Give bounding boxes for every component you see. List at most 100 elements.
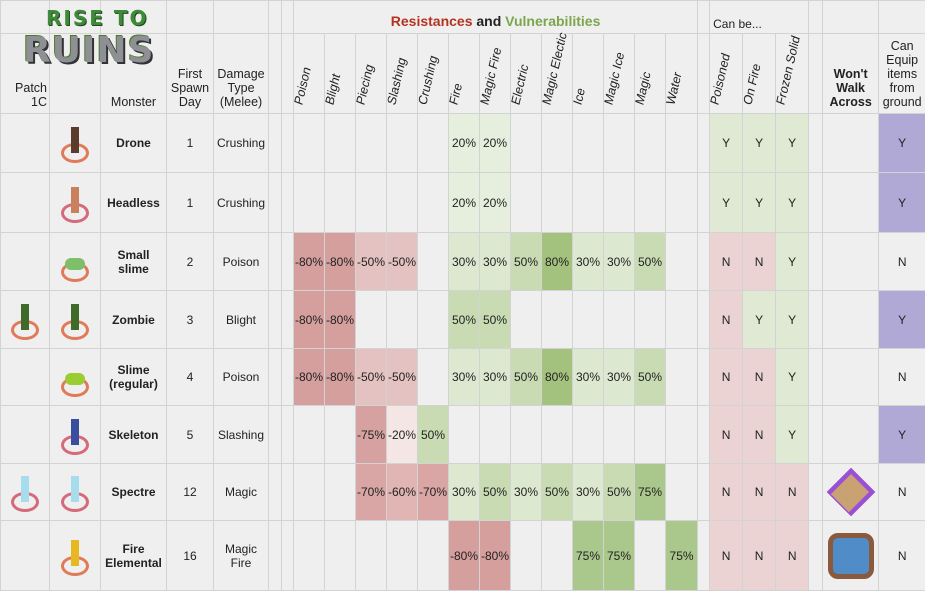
can-be-value: Y xyxy=(743,114,776,173)
wont-walk-cell xyxy=(823,233,879,291)
resistance-value: 30% xyxy=(573,464,604,521)
resistances-word: Resistances xyxy=(391,13,473,29)
resistance-value: 75% xyxy=(573,521,604,591)
can-be-value: N xyxy=(743,521,776,591)
column-label: Poison xyxy=(292,65,314,107)
spacer-cell xyxy=(282,233,294,291)
resistance-value xyxy=(604,114,635,173)
column-label: Frozen Solid xyxy=(774,34,803,107)
resistance-value xyxy=(573,173,604,233)
headless-sprite-icon xyxy=(58,181,92,225)
resistance-value: 20% xyxy=(449,114,480,173)
small-slime-sprite-icon xyxy=(58,240,92,284)
spacer-cell xyxy=(269,406,282,464)
column-label: Magic Fire xyxy=(478,45,504,107)
wont-walk-cell xyxy=(823,406,879,464)
resistance-value: -80% xyxy=(480,521,511,591)
wont-walk-header: Won't Walk Across xyxy=(823,34,879,114)
resistance-value xyxy=(356,173,387,233)
spacer-cell xyxy=(269,34,282,114)
spacer-cell xyxy=(698,464,710,521)
resistance-value xyxy=(573,291,604,349)
damage-column-header: Magic Fire xyxy=(480,34,511,114)
header-cell xyxy=(167,1,214,34)
resistance-value xyxy=(387,521,418,591)
skeleton-sprite-icon xyxy=(58,413,92,457)
resistance-value xyxy=(418,291,449,349)
can-be-value: Y xyxy=(776,406,809,464)
column-label: Ice xyxy=(571,86,588,107)
can-equip-header: Can Equip items from ground xyxy=(879,34,925,114)
can-be-value: Y xyxy=(776,114,809,173)
can-equip-value: N xyxy=(879,464,925,521)
spacer-cell xyxy=(809,233,823,291)
resistance-value xyxy=(666,349,698,406)
damage-type: Magic Fire xyxy=(214,521,269,591)
spacer-cell xyxy=(282,349,294,406)
damage-column-header: Ice xyxy=(573,34,604,114)
can-be-value: N xyxy=(710,233,743,291)
resistance-value xyxy=(666,233,698,291)
resistance-value: 50% xyxy=(604,464,635,521)
slime-sprite-icon xyxy=(58,355,92,399)
first-spawn-day: 2 xyxy=(167,233,214,291)
resistance-value xyxy=(294,406,325,464)
resistance-value: -80% xyxy=(325,291,356,349)
column-label: Magic Ice xyxy=(602,50,627,107)
resistance-value xyxy=(325,521,356,591)
first-spawn-day: 3 xyxy=(167,291,214,349)
damage-type: Poison xyxy=(214,349,269,406)
spacer-cell xyxy=(282,114,294,173)
resistance-value: -20% xyxy=(387,406,418,464)
resistance-value xyxy=(418,521,449,591)
resistance-value xyxy=(294,173,325,233)
resistance-value: -50% xyxy=(387,349,418,406)
resistance-value xyxy=(542,114,573,173)
resistance-value: 50% xyxy=(480,291,511,349)
spacer-cell xyxy=(698,233,710,291)
first-spawn-day: 5 xyxy=(167,406,214,464)
resistance-value: -80% xyxy=(294,233,325,291)
header-cell xyxy=(879,1,925,34)
spacer-cell xyxy=(282,464,294,521)
damage-type: Crushing xyxy=(214,114,269,173)
resistance-value xyxy=(418,349,449,406)
spacer-cell xyxy=(698,349,710,406)
body-shape xyxy=(71,187,79,213)
spacer-cell xyxy=(282,291,294,349)
resistance-value xyxy=(604,291,635,349)
wont-walk-cell xyxy=(823,173,879,233)
resistance-value: -80% xyxy=(325,349,356,406)
can-equip-value: N xyxy=(879,233,925,291)
can-be-value: N xyxy=(743,233,776,291)
resistance-value: 50% xyxy=(480,464,511,521)
resistance-value: 50% xyxy=(635,233,666,291)
spacer-cell xyxy=(809,34,823,114)
monster-name: Spectre xyxy=(101,464,167,521)
can-equip-value: Y xyxy=(879,173,925,233)
body-shape xyxy=(71,419,79,445)
spacer-cell xyxy=(269,233,282,291)
resistance-value xyxy=(573,406,604,464)
resistance-value: 20% xyxy=(480,173,511,233)
resistance-value: -70% xyxy=(418,464,449,521)
first-spawn-day: 1 xyxy=(167,173,214,233)
can-be-column-header: Poisoned xyxy=(710,34,743,114)
can-be-value: N xyxy=(710,349,743,406)
monster-sprite-cell xyxy=(50,173,101,233)
resistance-value: -60% xyxy=(387,464,418,521)
resistance-value: 50% xyxy=(635,349,666,406)
patch-sprite-cell xyxy=(1,349,50,406)
resistance-value xyxy=(573,114,604,173)
column-label: Fire xyxy=(447,81,465,107)
spacer-cell xyxy=(809,291,823,349)
damage-column-header: Magic xyxy=(635,34,666,114)
can-be-column-header: On Fire xyxy=(743,34,776,114)
column-label: Slashing xyxy=(385,55,409,107)
sprite-header xyxy=(50,34,101,114)
resistance-value: 20% xyxy=(480,114,511,173)
resistance-value: -80% xyxy=(449,521,480,591)
damage-column-header: Crushing xyxy=(418,34,449,114)
can-equip-value: N xyxy=(879,349,925,406)
